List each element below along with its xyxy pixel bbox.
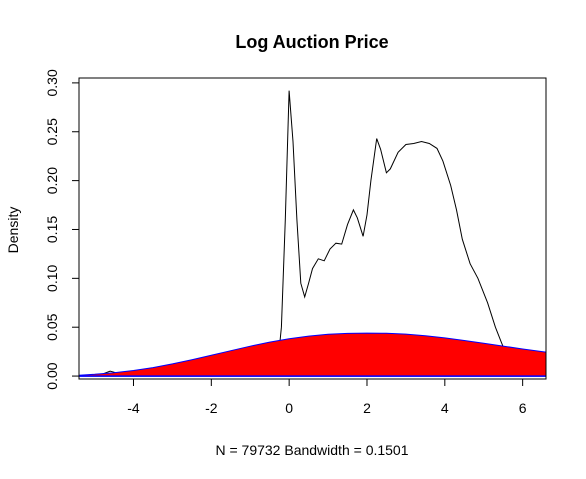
y-tick-label: 0.10	[44, 265, 60, 292]
density-fill-0	[79, 332, 546, 377]
plot-area	[79, 90, 546, 377]
x-tick-label: 4	[441, 400, 449, 416]
x-tick-label: 2	[363, 400, 371, 416]
x-tick-label: 6	[519, 400, 527, 416]
x-tick-label: -4	[127, 400, 140, 416]
x-tick-label: -2	[205, 400, 218, 416]
x-axis-label: N = 79732 Bandwidth = 0.1501	[215, 442, 408, 458]
y-tick-label: 0.05	[44, 313, 60, 340]
y-tick-label: 0.00	[44, 362, 60, 389]
chart-title: Log Auction Price	[235, 32, 388, 52]
y-tick-label: 0.30	[44, 69, 60, 96]
y-tick-label: 0.20	[44, 167, 60, 194]
density-line-0	[79, 90, 546, 377]
y-tick-label: 0.15	[44, 216, 60, 243]
y-tick-label: 0.25	[44, 118, 60, 145]
x-tick-label: 0	[285, 400, 293, 416]
y-axis-label: Density	[5, 207, 21, 254]
plot-frame	[78, 77, 547, 380]
plot-series	[79, 90, 546, 377]
